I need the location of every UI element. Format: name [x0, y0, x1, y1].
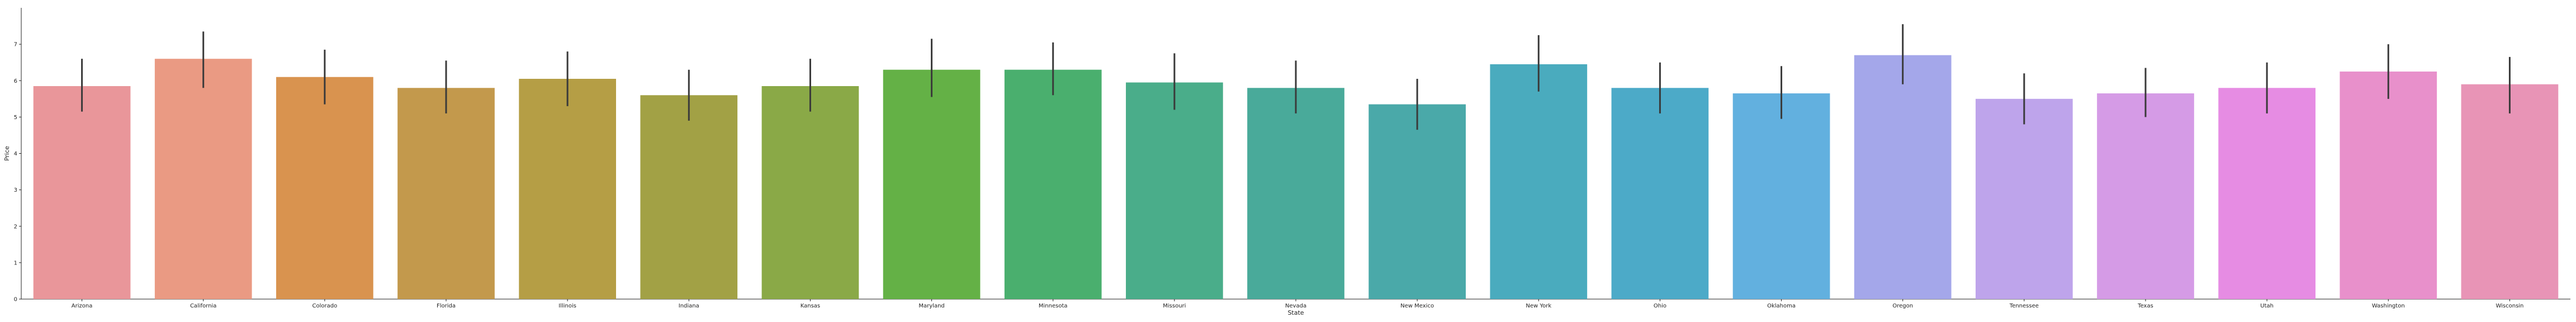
bar — [1732, 93, 1830, 299]
y-tick-label: 3 — [14, 187, 17, 193]
bar — [2340, 71, 2437, 299]
x-tick-label: Tennessee — [2009, 303, 2039, 309]
x-tick-label: Wisconsin — [2496, 303, 2523, 309]
x-tick-label: Maryland — [918, 303, 944, 309]
bar — [1368, 104, 1466, 300]
bar — [1004, 69, 1102, 300]
y-axis-label: Price — [3, 146, 11, 161]
bar — [761, 86, 859, 300]
bar — [2218, 88, 2315, 299]
bar — [1611, 88, 1709, 299]
y-tick-label: 5 — [14, 115, 17, 121]
x-axis: Arizona California Colorado Florida Illinois… — [21, 299, 2570, 309]
y-axis: 0 1 2 3 4 5 6 7 — [14, 8, 22, 303]
x-tick-label: Nevada — [1285, 303, 1306, 309]
x-tick-label: Minnesota — [1039, 303, 1068, 309]
y-tick-label: 2 — [14, 224, 17, 230]
x-tick-label: Utah — [2260, 303, 2274, 309]
x-tick-label: Oregon — [1892, 303, 1913, 309]
bar — [1126, 82, 1223, 299]
bar — [883, 69, 981, 300]
error-bars — [81, 24, 2511, 130]
bar — [2461, 84, 2559, 299]
bar — [1976, 98, 2073, 299]
bars — [33, 55, 2559, 300]
x-tick-label: Ohio — [1654, 303, 1666, 309]
x-axis-label: State — [1287, 309, 1304, 316]
bar — [640, 95, 738, 300]
x-tick-label: Washington — [2372, 303, 2405, 309]
y-tick-label: 7 — [14, 42, 17, 48]
x-tick-label: California — [190, 303, 217, 309]
y-tick-label: 1 — [14, 260, 17, 266]
x-tick-label: Arizona — [72, 303, 93, 309]
x-tick-label: Missouri — [1163, 303, 1186, 309]
bar — [1854, 55, 1952, 299]
x-tick-label: Illinois — [558, 303, 576, 309]
bar — [33, 86, 131, 300]
x-tick-label: Indiana — [679, 303, 699, 309]
bar — [154, 59, 252, 300]
x-tick-label: Kansas — [801, 303, 820, 309]
x-tick-label: Texas — [2137, 303, 2153, 309]
x-tick-label: Florida — [437, 303, 456, 309]
y-tick-label: 4 — [14, 151, 17, 157]
bar — [2097, 93, 2194, 299]
bar — [276, 77, 373, 300]
y-tick-label: 6 — [14, 78, 17, 84]
bar — [1490, 64, 1588, 299]
bar — [1247, 88, 1344, 299]
bar — [397, 88, 495, 299]
x-tick-label: Oklahoma — [1767, 303, 1796, 309]
x-tick-label: New York — [1526, 303, 1551, 309]
y-tick-label: 0 — [14, 297, 17, 303]
x-tick-label: Colorado — [312, 303, 338, 309]
bar — [519, 78, 616, 299]
x-tick-label: New Mexico — [1400, 303, 1434, 309]
